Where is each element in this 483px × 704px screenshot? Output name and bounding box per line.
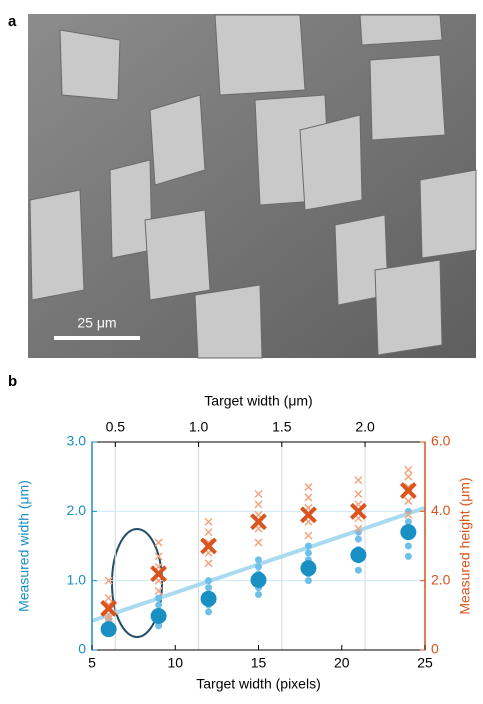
point bbox=[404, 552, 412, 560]
point bbox=[404, 465, 413, 474]
point bbox=[300, 560, 317, 577]
y-tick-label: 1.0 bbox=[67, 571, 87, 587]
point bbox=[304, 542, 312, 550]
point bbox=[300, 506, 317, 524]
x-tick-label: 10 bbox=[167, 655, 183, 671]
point bbox=[404, 472, 413, 481]
y2-tick-label: 0 bbox=[431, 641, 439, 657]
point bbox=[250, 513, 267, 531]
point bbox=[100, 599, 118, 617]
point bbox=[304, 493, 313, 502]
point bbox=[250, 571, 267, 588]
point bbox=[404, 518, 412, 526]
point bbox=[205, 608, 213, 616]
point bbox=[400, 524, 417, 541]
y2-tick-label: 2.0 bbox=[431, 571, 451, 587]
point bbox=[104, 614, 113, 623]
point bbox=[205, 584, 213, 592]
point bbox=[104, 576, 113, 585]
point bbox=[404, 496, 413, 505]
y2-tick-label: 6.0 bbox=[431, 433, 451, 449]
x-tick-label: 5 bbox=[88, 655, 96, 671]
point bbox=[255, 591, 262, 599]
point bbox=[205, 577, 213, 585]
point bbox=[304, 531, 313, 540]
point bbox=[354, 535, 362, 543]
x-axis-title: Target width (pixels) bbox=[196, 676, 321, 692]
point bbox=[200, 590, 217, 607]
point bbox=[154, 552, 163, 561]
x-tick-label: 15 bbox=[251, 655, 267, 671]
point bbox=[204, 528, 213, 537]
y2-axis-title: Measured height (μm) bbox=[457, 477, 473, 614]
point bbox=[155, 622, 163, 630]
point bbox=[354, 524, 363, 533]
point bbox=[350, 547, 367, 564]
plot-frame bbox=[91, 441, 426, 651]
point bbox=[354, 566, 362, 574]
point bbox=[404, 510, 413, 519]
y-axis-title: Measured width (μm) bbox=[16, 480, 32, 612]
x2-axis-title: Target width (μm) bbox=[204, 393, 312, 409]
point bbox=[100, 621, 117, 638]
point bbox=[150, 608, 167, 625]
point bbox=[255, 563, 262, 571]
point bbox=[204, 559, 213, 568]
point bbox=[200, 537, 217, 555]
point bbox=[304, 483, 313, 492]
point bbox=[354, 489, 363, 499]
point bbox=[154, 587, 163, 596]
point bbox=[399, 482, 417, 499]
point bbox=[354, 476, 363, 485]
point bbox=[155, 594, 163, 602]
x2-tick-label: 0.5 bbox=[106, 419, 126, 435]
panel-label: a bbox=[8, 13, 17, 30]
panel-label: b bbox=[8, 373, 17, 390]
point bbox=[254, 500, 263, 509]
x2-tick-label: 1.0 bbox=[189, 419, 209, 435]
y2-tick-label: 4.0 bbox=[431, 502, 451, 518]
sem-image bbox=[28, 14, 477, 359]
y-tick-label: 3.0 bbox=[67, 433, 87, 449]
point bbox=[254, 489, 263, 499]
point bbox=[150, 565, 168, 583]
point bbox=[349, 502, 367, 520]
point bbox=[255, 556, 262, 564]
y-tick-label: 0 bbox=[78, 641, 86, 657]
point bbox=[254, 538, 263, 547]
y-tick-label: 2.0 bbox=[67, 502, 87, 518]
scale-bar-label: 25 μm bbox=[77, 315, 116, 331]
point bbox=[304, 549, 312, 557]
point bbox=[104, 593, 113, 603]
x2-tick-label: 2.0 bbox=[355, 419, 375, 435]
point bbox=[204, 517, 213, 526]
x2-tick-label: 1.5 bbox=[272, 419, 292, 435]
point bbox=[154, 538, 163, 547]
x-tick-label: 25 bbox=[417, 655, 433, 671]
x-tick-label: 20 bbox=[334, 655, 350, 671]
point bbox=[155, 601, 163, 609]
point bbox=[404, 542, 412, 550]
point bbox=[304, 577, 312, 585]
